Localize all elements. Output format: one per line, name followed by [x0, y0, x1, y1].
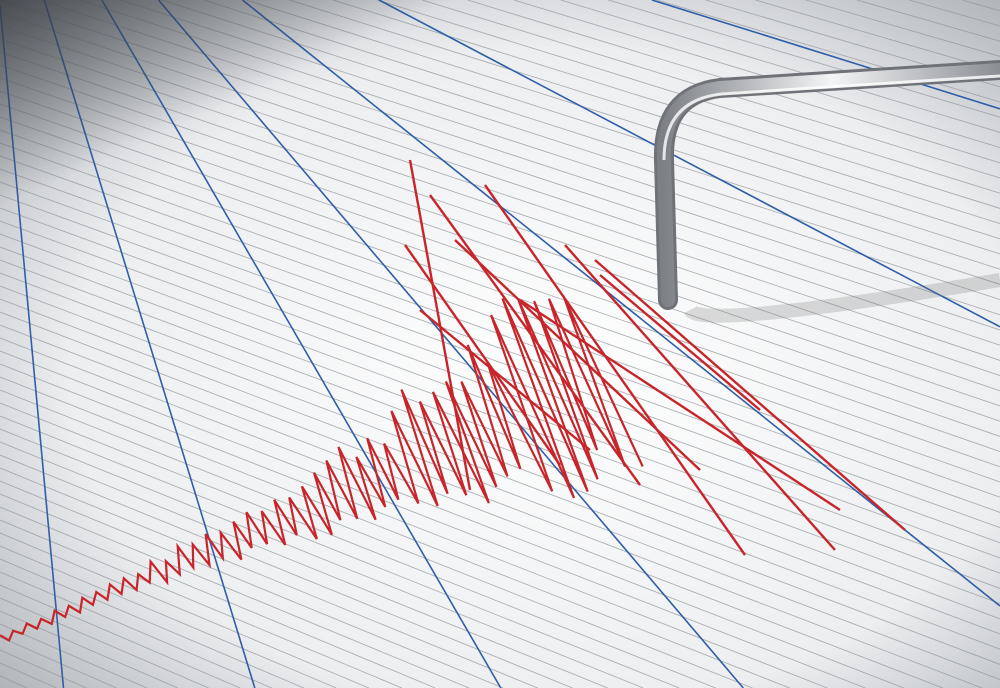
needle	[653, 60, 1000, 310]
trace-line	[0, 297, 644, 642]
trace-spike	[564, 244, 836, 551]
trace-spike	[419, 309, 591, 451]
trace-spike	[454, 239, 701, 471]
trace-spike	[484, 184, 746, 556]
trace-spike	[519, 298, 841, 512]
trace-spike	[599, 274, 761, 411]
trace-spike	[404, 244, 561, 466]
trace-spike	[429, 194, 641, 486]
trace-spike	[594, 259, 906, 531]
seismic-trace	[0, 159, 906, 642]
needle-shadow	[683, 273, 1000, 323]
